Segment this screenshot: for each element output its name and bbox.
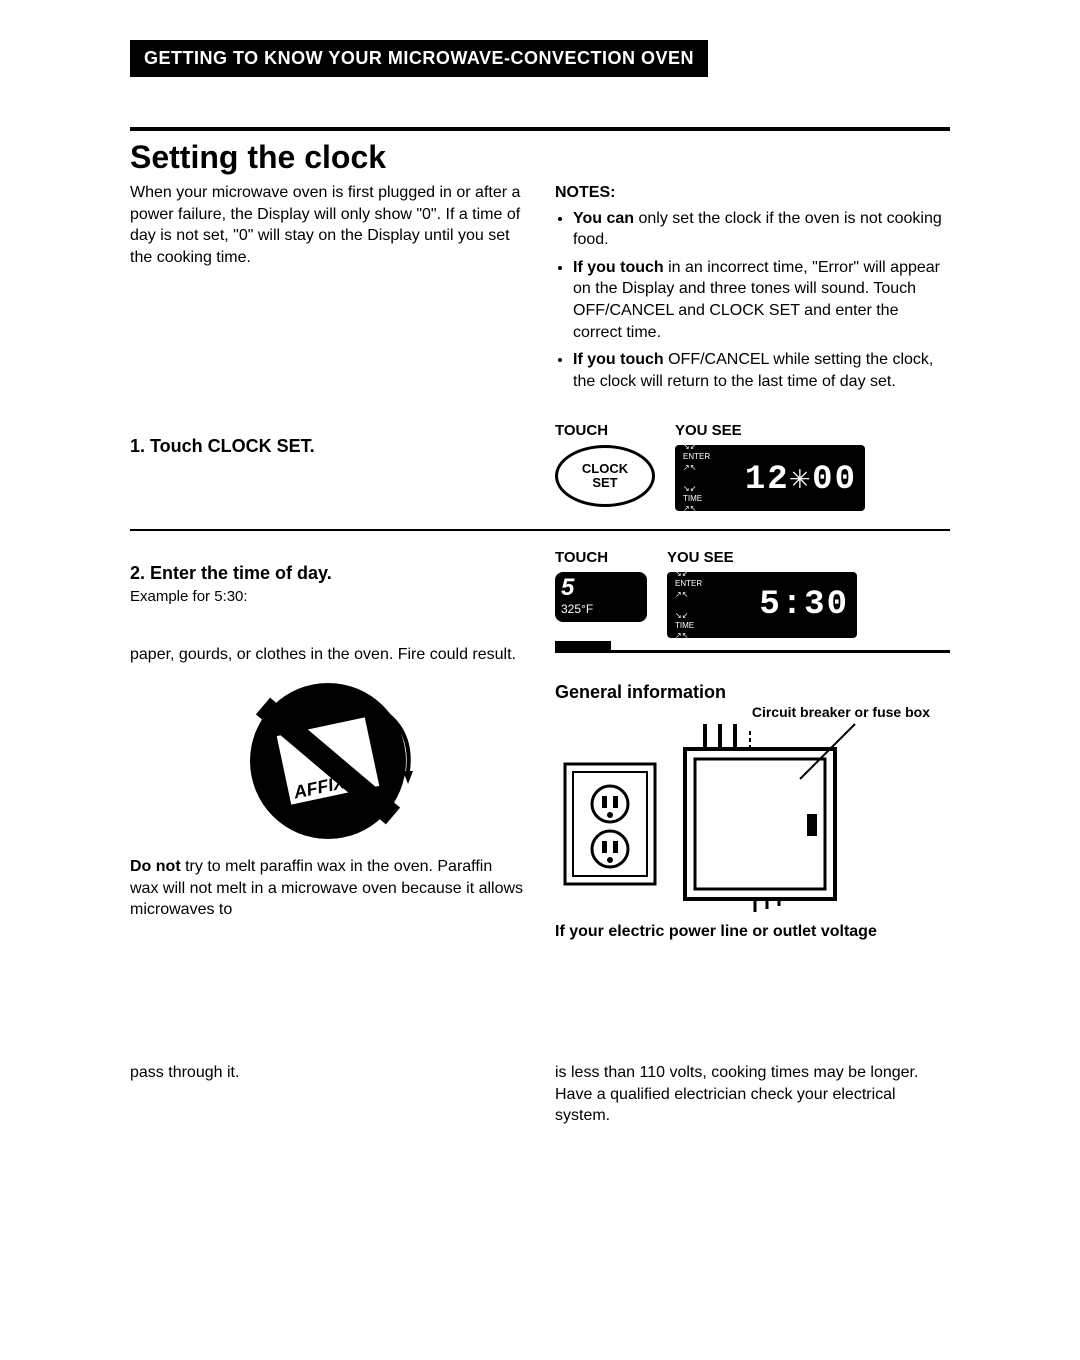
fusebox-icon	[555, 704, 895, 914]
clock-set-button-icon: CLOCK SET	[555, 445, 655, 507]
step-1-heading: 1. Touch CLOCK SET.	[130, 436, 525, 457]
lower-right: General information Circuit breaker or f…	[555, 644, 950, 942]
you-see-label: YOU SEE	[675, 422, 742, 439]
step-2-row: 2. Enter the time of day. Example for 5:…	[130, 549, 950, 638]
voltage-heading: If your electric power line or outlet vo…	[555, 921, 950, 943]
step-1-right: TOUCH CLOCK SET YOU SEE ↘↙ ENTER ↗↖ ↘↙ T…	[555, 422, 950, 511]
lower-left: paper, gourds, or clothes in the oven. F…	[130, 644, 525, 942]
step-1-touch-block: TOUCH CLOCK SET	[555, 422, 655, 507]
intro-columns: When your microwave oven is first plugge…	[130, 182, 950, 398]
title-tab-icon	[555, 641, 611, 653]
step-2-yousee-block: YOU SEE ↘↙ ENTER ↗↖ ↘↙ TIME ↗↖ 5:30	[667, 549, 857, 638]
note-item: You can only set the clock if the oven i…	[573, 208, 950, 251]
fusebox-figure: Circuit breaker or fuse box	[555, 704, 950, 921]
cont-right: is less than 110 volts, cooking times ma…	[555, 1062, 950, 1127]
continuation-row: pass through it. is less than 110 volts,…	[130, 1062, 950, 1127]
divider-thick	[130, 127, 950, 131]
fragment-text: paper, gourds, or clothes in the oven. F…	[130, 644, 525, 666]
page-header-banner: GETTING TO KNOW YOUR MICROWAVE-CONVECTIO…	[130, 40, 708, 77]
button-line-1: CLOCK	[582, 461, 628, 476]
lcd-digits: 12✳00	[718, 457, 857, 499]
keypad-5-icon: 5 325°F	[555, 572, 647, 622]
touch-label: TOUCH	[555, 549, 608, 566]
key-small: 325°F	[561, 602, 641, 616]
lcd-side-text: ↘↙ ENTER ↗↖ ↘↙ TIME ↗↖	[683, 442, 710, 515]
intro-left: When your microwave oven is first plugge…	[130, 182, 525, 398]
step-1-yousee-block: YOU SEE ↘↙ ENTER ↗↖ ↘↙ TIME ↗↖ 12✳00	[675, 422, 865, 511]
paraffin-rest: try to melt paraffin wax in the oven. Pa…	[130, 858, 523, 918]
notes-list: You can only set the clock if the oven i…	[555, 208, 950, 393]
step-1-left: 1. Touch CLOCK SET.	[130, 422, 525, 461]
intro-right: NOTES: You can only set the clock if the…	[555, 182, 950, 398]
note-bold: If you touch	[573, 351, 664, 368]
touch-label: TOUCH	[555, 422, 608, 439]
button-line-2: SET	[592, 475, 617, 490]
step-2-left: 2. Enter the time of day. Example for 5:…	[130, 549, 525, 605]
step-1-row: 1. Touch CLOCK SET. TOUCH CLOCK SET YOU …	[130, 422, 950, 511]
paraffin-text: Do not try to melt paraffin wax in the o…	[130, 856, 525, 921]
note-bold: If you touch	[573, 259, 664, 276]
general-info-text: General information	[555, 682, 726, 702]
step-2-example: Example for 5:30:	[130, 588, 525, 605]
paraffin-bold: Do not	[130, 858, 181, 875]
note-item: If you touch OFF/CANCEL while setting th…	[573, 349, 950, 392]
note-item: If you touch in an incorrect time, "Erro…	[573, 257, 950, 343]
fusebox-label: Circuit breaker or fuse box	[752, 704, 930, 721]
lcd-display-icon: ↘↙ ENTER ↗↖ ↘↙ TIME ↗↖ 5:30	[667, 572, 857, 638]
notes-label: NOTES:	[555, 184, 615, 201]
note-bold: You can	[573, 210, 634, 227]
divider-thin	[130, 529, 950, 531]
key-big: 5	[561, 574, 574, 601]
step-2-heading: 2. Enter the time of day.	[130, 563, 525, 584]
lcd-side-text: ↘↙ ENTER ↗↖ ↘↙ TIME ↗↖	[675, 569, 702, 642]
no-affix-warning-icon: AFFIX	[213, 676, 443, 846]
lower-row: paper, gourds, or clothes in the oven. F…	[130, 644, 950, 942]
general-info-title: General information	[555, 650, 950, 704]
lcd-digits: 5:30	[710, 586, 849, 624]
you-see-label: YOU SEE	[667, 549, 734, 566]
lcd-display-icon: ↘↙ ENTER ↗↖ ↘↙ TIME ↗↖ 12✳00	[675, 445, 865, 511]
section-title: Setting the clock	[130, 139, 950, 176]
step-2-right: TOUCH 5 325°F YOU SEE ↘↙ ENTER ↗↖ ↘↙ TIM…	[555, 549, 950, 638]
cont-left: pass through it.	[130, 1062, 525, 1127]
step-2-touch-block: TOUCH 5 325°F	[555, 549, 647, 622]
